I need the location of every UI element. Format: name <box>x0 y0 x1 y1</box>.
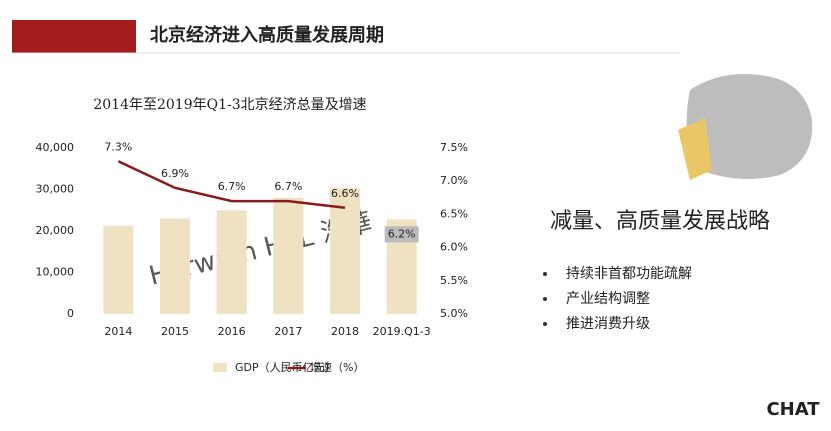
x-tick-label: 2019.Q1-3 <box>373 325 431 338</box>
bar <box>273 197 304 314</box>
y-tick-label: 0 <box>67 307 74 320</box>
value-label: 6.2% <box>388 227 416 240</box>
y2-tick-label: 5.5% <box>440 274 468 287</box>
bullet-dot <box>543 297 547 301</box>
bullet-text: 推进消费升级 <box>566 316 650 332</box>
y2-tick-label: 6.5% <box>440 207 468 220</box>
bar <box>103 225 134 314</box>
legend-label: 增速（%） <box>310 360 364 374</box>
legend-swatch <box>213 363 227 372</box>
bar <box>330 188 360 314</box>
y-tick-label: 20,000 <box>36 224 75 237</box>
x-tick-label: 2016 <box>218 325 246 338</box>
bar <box>216 210 247 314</box>
y2-tick-label: 5.0% <box>440 307 468 320</box>
bullet-text: 产业结构调整 <box>566 291 650 307</box>
bullet-dot <box>543 272 547 276</box>
bullet-dot <box>543 322 547 326</box>
y-tick-label: 10,000 <box>36 266 75 279</box>
header-bar <box>12 20 136 53</box>
logo: CHAT <box>766 399 820 420</box>
y2-tick-label: 6.0% <box>440 241 468 254</box>
y2-tick-label: 7.0% <box>440 174 468 187</box>
value-label: 6.6% <box>331 187 359 200</box>
growth-line <box>117 160 346 210</box>
bar <box>160 218 190 314</box>
y-tick-label: 40,000 <box>36 141 75 154</box>
value-label: 6.7% <box>218 180 246 193</box>
bullet-text: 持续非首都功能疏解 <box>566 265 692 282</box>
decoration <box>678 74 813 180</box>
y2-tick-label: 7.5% <box>440 141 468 154</box>
chart-title: 2014年至2019年Q1-3北京经济总量及增速 <box>93 97 366 113</box>
legend-label: GDP（人民币亿元） <box>235 361 336 374</box>
x-tick-label: 2015 <box>161 325 189 338</box>
x-tick-label: 2017 <box>274 325 302 338</box>
value-label: 6.9% <box>161 167 189 180</box>
value-label: 6.7% <box>274 180 302 193</box>
side-heading: 减量、高质量发展战略 <box>550 209 770 234</box>
x-tick-label: 2014 <box>104 325 132 338</box>
slide-title: 北京经济进入高质量发展周期 <box>150 24 384 46</box>
x-tick-label: 2018 <box>331 325 359 338</box>
y-tick-label: 30,000 <box>36 183 75 196</box>
value-label: 7.3% <box>104 140 132 153</box>
